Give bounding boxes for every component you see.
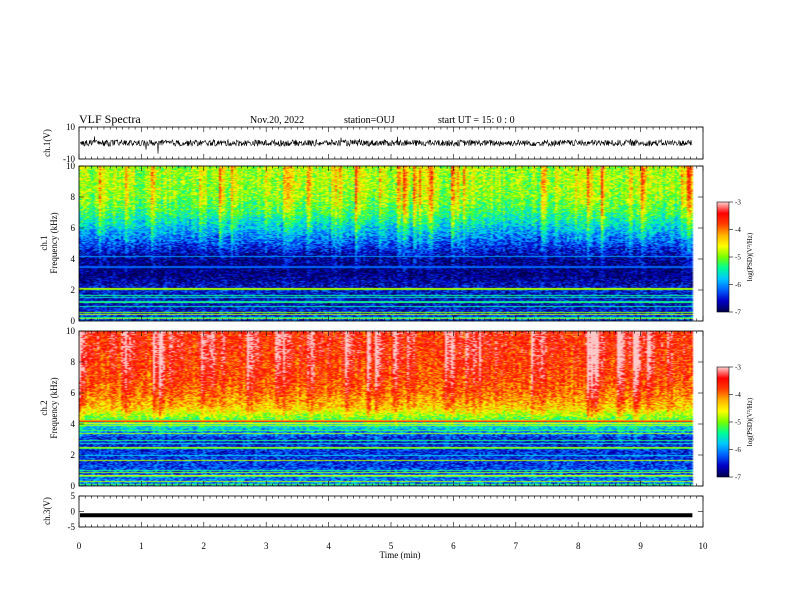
colorbar-tick-label: -3	[735, 199, 741, 207]
y-tick-label: -10	[63, 154, 75, 164]
x-tick-label: 0	[77, 541, 82, 551]
x-axis-label: Time (min)	[380, 550, 421, 560]
colorbar-tick-label: -7	[735, 309, 741, 317]
y-tick-label: 0	[71, 507, 76, 517]
x-tick-label: 5	[389, 541, 394, 551]
y-tick-label: 2	[71, 450, 76, 460]
colorbar-tick-label: -7	[735, 474, 741, 482]
ch1-spectrogram-panel: 0 2 4 6 8 10	[66, 161, 704, 326]
y-tick-label: 8	[71, 357, 76, 367]
y-tick-label: 10	[66, 122, 76, 132]
colorbar-tick-label: -6	[735, 281, 741, 289]
y-tick-label: -5	[68, 522, 76, 532]
figure-title: VLF Spectra	[79, 112, 141, 126]
x-tick-label: 2	[202, 541, 207, 551]
ch1-spectrogram-image	[79, 166, 703, 321]
ch2-spectrogram-ylabel-frequency: Frequency (kHz)	[49, 377, 59, 438]
ch3-waveform-ylabel: ch.3(V)	[42, 497, 52, 525]
ch1-spectrogram-ylabel-channel: ch.1	[39, 235, 49, 250]
x-tick-label: 3	[264, 541, 269, 551]
y-tick-label: 6	[71, 223, 76, 233]
colorbar-label: log(PSD)(V²/Hz)	[746, 397, 754, 446]
colorbar-tick-label: -4	[735, 226, 741, 234]
y-tick-label: 0	[71, 316, 76, 326]
colorbar-tick-label: -4	[735, 391, 741, 399]
y-tick-label: 4	[71, 419, 76, 429]
x-tick-label: 9	[638, 541, 643, 551]
y-tick-label: 4	[71, 254, 76, 264]
colorbar-tick-label: -5	[735, 254, 741, 262]
ch2-spectrogram-panel: 0 2 4 6 8 10	[66, 326, 704, 491]
ch1-waveform-panel: 10 -10	[63, 122, 704, 164]
y-tick-label: 10	[66, 161, 76, 171]
y-tick-label: 8	[71, 192, 76, 202]
x-tick-label: 6	[451, 541, 456, 551]
y-tick-label: 0	[71, 481, 76, 491]
ch2-colorbar-gradient	[717, 367, 729, 477]
start-time-label: start UT = 15: 0 : 0	[438, 115, 515, 126]
ch1-colorbar-gradient	[717, 202, 729, 312]
station-label: station=OUJ	[344, 115, 395, 126]
colorbar-label: log(PSD)(V²/Hz)	[746, 232, 754, 281]
colorbar-tick-label: -6	[735, 446, 741, 454]
y-tick-label: 5	[71, 491, 76, 501]
waveform-trace	[79, 136, 693, 154]
x-tick-label: 4	[326, 541, 331, 551]
ch2-colorbar: -3 -4 -5 -6 -7 log(PSD)(V²/Hz)	[716, 364, 754, 482]
y-tick-label: 6	[71, 388, 76, 398]
colorbar-tick-label: -3	[735, 364, 741, 372]
colorbar-tick-label: -5	[735, 419, 741, 427]
y-tick-label: 2	[71, 285, 76, 295]
x-tick-label: 7	[514, 541, 519, 551]
x-tick-label: 8	[576, 541, 581, 551]
date-label: Nov.20, 2022	[250, 115, 304, 126]
ch2-spectrogram-ylabel-channel: ch.2	[39, 400, 49, 415]
ch1-waveform-ylabel: ch.1(V)	[42, 129, 52, 157]
y-tick-label: 10	[66, 326, 76, 336]
ch2-spectrogram-image	[79, 331, 703, 486]
ch3-waveform-panel: 5 0 -5	[68, 491, 704, 532]
x-tick-label: 1	[139, 541, 144, 551]
ch1-colorbar: -3 -4 -5 -6 -7 log(PSD)(V²/Hz)	[716, 199, 754, 317]
ch1-spectrogram-ylabel-frequency: Frequency (kHz)	[49, 212, 59, 273]
x-tick-label: 10	[699, 541, 709, 551]
